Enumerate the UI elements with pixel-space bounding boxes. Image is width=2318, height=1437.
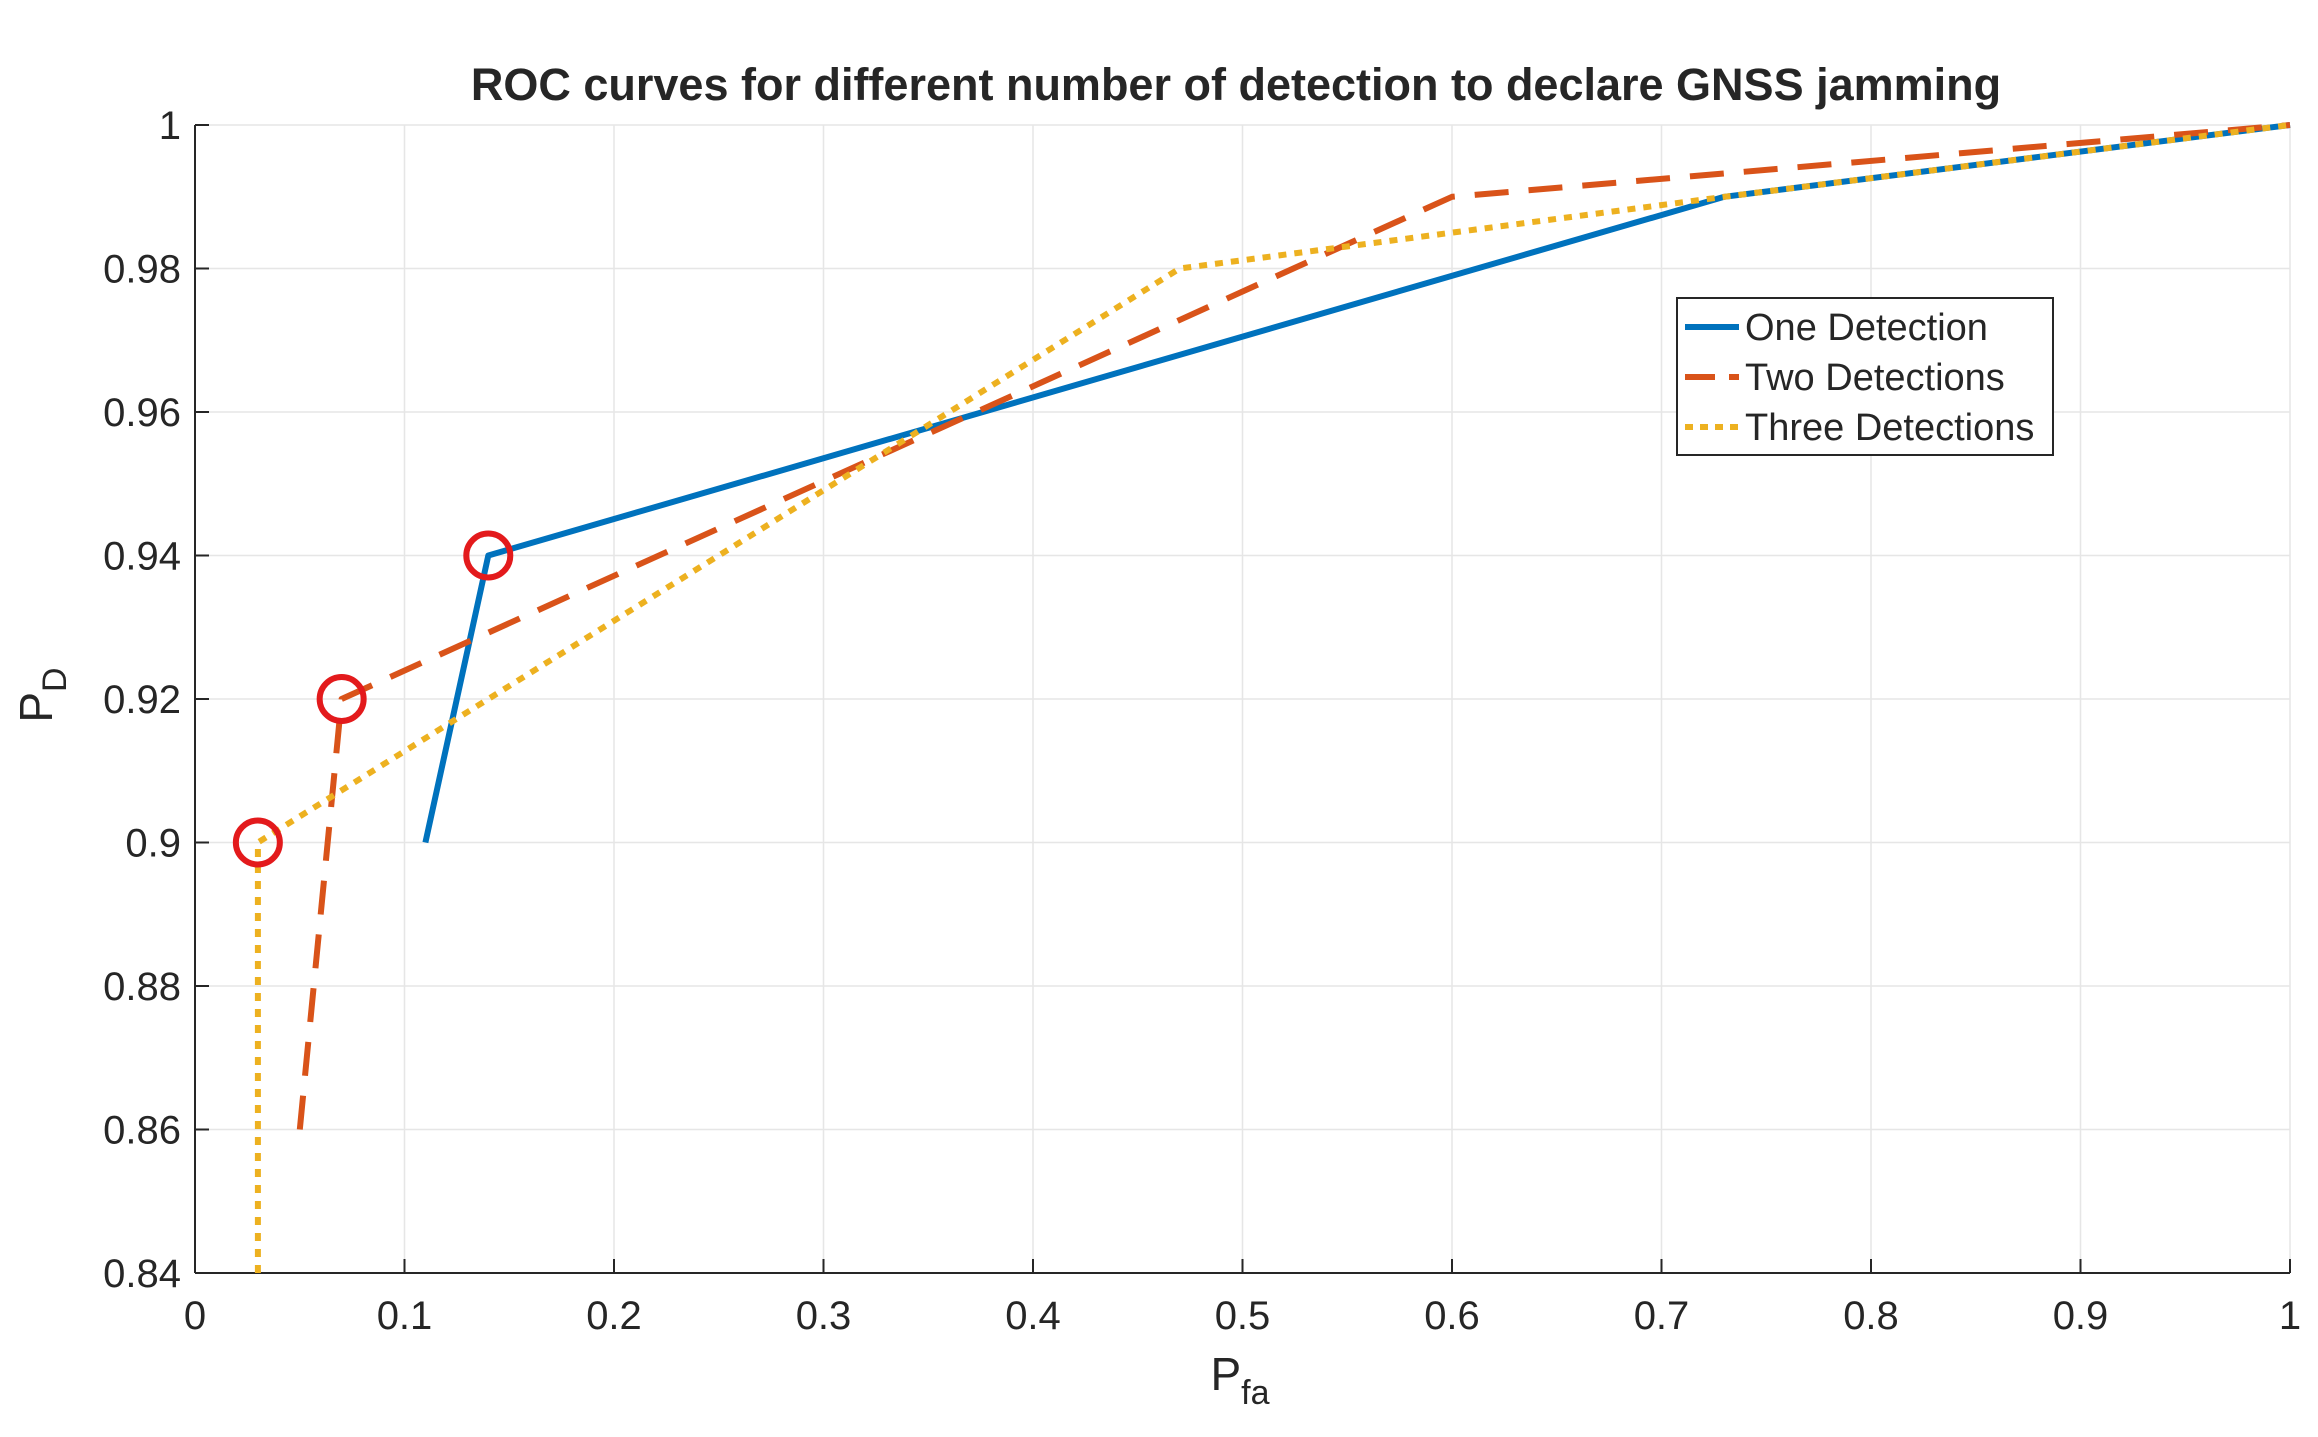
legend: One Detection Two Detections Three Detecti… [1676,297,2054,456]
x-tick-label-1: 0.1 [377,1294,433,1338]
x-axis-label-main: P [1210,1348,1241,1400]
series-line-2 [296,122,2291,1130]
y-tick-label-2: 0.88 [103,965,181,1009]
x-tick-label-7: 0.7 [1634,1294,1690,1338]
y-tick-label-5: 0.94 [103,535,181,579]
x-tick-label-4: 0.4 [1005,1294,1061,1338]
x-tick-label-0: 0 [184,1294,206,1338]
x-tick-label-3: 0.3 [796,1294,852,1338]
legend-box [1676,297,2054,456]
y-axis-label: PD [10,667,74,722]
series-lines [254,122,2291,1273]
x-axis-label-sub: fa [1241,1374,1269,1412]
highlight-marker-2 [316,674,367,724]
x-axis-label: Pfa [1210,1348,1269,1412]
y-tick-label-6: 0.96 [103,391,181,435]
legend-label-1: One Detection [1745,307,1988,349]
highlight-marker-1 [463,530,514,581]
legend-label-3: Three Detections [1745,407,2034,449]
x-tick-label-8: 0.8 [1843,1294,1899,1338]
chart-title: ROC curves for different number of detec… [471,59,2001,110]
y-axis-label-main: P [10,692,62,723]
y-tick-label-3: 0.9 [125,822,181,866]
tick-labels: 0 0.1 0.2 0.3 0.4 0.5 0.6 0.7 0.8 0.9 1 0.84 0.86 0.8… [103,104,2301,1338]
y-tick-label-4: 0.92 [103,678,181,722]
highlight-marker-3 [232,817,283,868]
x-tick-label-6: 0.6 [1424,1294,1480,1338]
x-tick-label-5: 0.5 [1215,1294,1271,1338]
legend-label-2: Two Detections [1745,357,2005,399]
y-tick-label-1: 0.86 [103,1109,181,1153]
series-line-1 [422,122,2291,844]
y-axis-label-sub: D [36,667,74,692]
x-tick-label-2: 0.2 [586,1294,642,1338]
x-tick-label-9: 0.9 [2053,1294,2109,1338]
y-tick-label-7: 0.98 [103,248,181,292]
y-tick-label-8: 1 [159,104,181,148]
axes [194,124,2291,1274]
y-tick-label-0: 0.84 [103,1252,181,1296]
highlight-markers [232,530,514,868]
x-tick-label-10: 1 [2279,1294,2301,1338]
